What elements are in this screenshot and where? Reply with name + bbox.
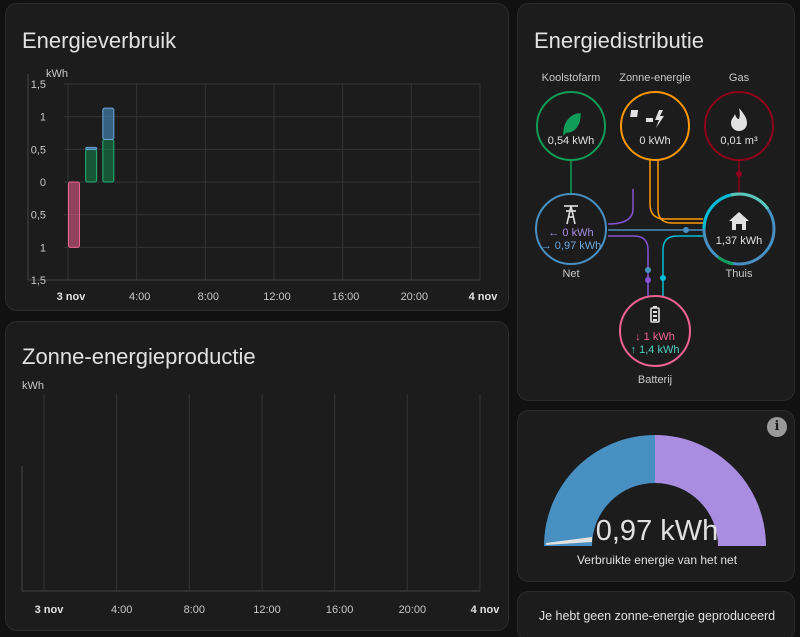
x-tick-label: 12:00 bbox=[263, 291, 291, 303]
node-value-battery-in: ↓ 1 kWh bbox=[635, 331, 675, 343]
leaf-icon bbox=[563, 113, 581, 136]
gauge-arc-return bbox=[655, 435, 766, 546]
consumption-bar[interactable] bbox=[102, 139, 115, 183]
solar-x-tick-label: 12:00 bbox=[253, 604, 281, 616]
energy-distribution-title: Energiedistributie bbox=[534, 28, 704, 53]
consumption-bar[interactable] bbox=[85, 148, 98, 183]
info-icon[interactable]: i bbox=[767, 417, 787, 437]
node-label-gas: Gas bbox=[729, 72, 750, 84]
node-label-grid: Net bbox=[562, 268, 579, 280]
consumption-bar[interactable] bbox=[68, 181, 80, 248]
gauge-label: Verbruikte energie van het net bbox=[576, 553, 738, 567]
node-value-solar: 0 kWh bbox=[639, 135, 670, 147]
y-tick-label: 0,5 bbox=[31, 144, 46, 156]
consumption-bar[interactable] bbox=[85, 146, 98, 150]
gauge-needle bbox=[546, 537, 592, 545]
energy-consumption-card: Energieverbruik kWh 1,5 1 0,5 0 0,5 1 1,5 3 no… bbox=[5, 3, 509, 311]
node-circle-battery[interactable] bbox=[619, 295, 691, 367]
home-ring-solar-segment bbox=[730, 192, 770, 210]
node-label-solar: Zonne-energie bbox=[619, 72, 691, 84]
x-tick-label: 8:00 bbox=[198, 291, 219, 303]
flow-lines bbox=[570, 159, 740, 296]
energy-consumption-chart: kWh 1,5 1 0,5 0 0,5 1 1,5 3 nov 4:00 8:00 12:00 16… bbox=[27, 68, 499, 303]
node-label-home: Thuis bbox=[726, 268, 753, 280]
y-tick-label: 1,5 bbox=[31, 275, 46, 287]
gauge-arc-grid bbox=[544, 435, 655, 546]
consumption-bar[interactable] bbox=[102, 107, 115, 141]
grid-gauge bbox=[544, 435, 766, 546]
energy-distribution-diagram: Koolstofarm 0,54 kWh Zonne-energie 0 kWh… bbox=[535, 72, 776, 386]
energy-distribution-card: Energiedistributie Koolstofarm 0,54 kWh … bbox=[517, 3, 795, 401]
node-circle-solar[interactable] bbox=[620, 91, 690, 161]
solar-x-tick-label: 4:00 bbox=[111, 604, 132, 616]
node-value-grid-out: → 0,97 kWh bbox=[541, 240, 602, 252]
node-value-fossil: 0,54 kWh bbox=[548, 135, 594, 147]
solar-notice-card: Je hebt geen zonne-energie geproduceerd bbox=[517, 591, 795, 637]
flow-dots bbox=[645, 171, 742, 283]
solar-production-card: Zonne-energieproductie kWh 3 nov 4:00 8:00… bbox=[5, 321, 509, 631]
solar-notice-text: Je hebt geen zonne-energie geproduceerd bbox=[538, 609, 776, 623]
fire-icon bbox=[731, 108, 747, 131]
home-icon bbox=[729, 212, 749, 230]
solar-x-tick-label: 4 nov bbox=[471, 604, 501, 616]
home-ring-fossil-segment bbox=[717, 255, 734, 266]
node-value-gas: 0,01 m³ bbox=[720, 135, 758, 147]
y-tick-label: 1 bbox=[40, 242, 46, 254]
node-circle-grid[interactable] bbox=[535, 193, 607, 265]
x-tick-label: 3 nov bbox=[57, 291, 87, 303]
solar-x-tick-label: 3 nov bbox=[35, 604, 65, 616]
x-tick-label: 4:00 bbox=[129, 291, 150, 303]
consumption-unit-label: kWh bbox=[46, 68, 68, 80]
gauge-value: 0,97 kWh bbox=[595, 515, 719, 547]
solar-x-tick-label: 8:00 bbox=[184, 604, 205, 616]
y-tick-label: 1,5 bbox=[31, 79, 46, 91]
solar-x-tick-label: 20:00 bbox=[399, 604, 427, 616]
node-label-battery: Batterij bbox=[638, 374, 672, 386]
node-label-fossil: Koolstofarm bbox=[542, 72, 601, 84]
y-tick-label: 0,5 bbox=[31, 210, 46, 222]
node-value-grid-in: ← 0 kWh bbox=[548, 227, 593, 239]
y-tick-label: 1 bbox=[40, 112, 46, 124]
node-value-home: 1,37 kWh bbox=[716, 235, 762, 247]
grid-gauge-card: i 0,97 kWh Verbruikte energie van het ne… bbox=[517, 410, 795, 582]
solar-power-icon bbox=[630, 110, 664, 128]
solar-x-tick-label: 16:00 bbox=[326, 604, 354, 616]
solar-production-title: Zonne-energieproductie bbox=[22, 344, 256, 369]
x-tick-label: 20:00 bbox=[401, 291, 429, 303]
home-ring-battery-segment bbox=[702, 193, 732, 230]
y-tick-label: 0 bbox=[40, 177, 46, 189]
battery-icon bbox=[650, 306, 660, 323]
node-value-battery-out: ↑ 1,4 kWh bbox=[631, 344, 680, 356]
x-tick-label: 4 nov bbox=[469, 291, 499, 303]
transmission-tower-icon bbox=[564, 205, 578, 225]
x-tick-label: 16:00 bbox=[332, 291, 360, 303]
solar-production-chart: kWh 3 nov 4:00 8:00 12:00 16:00 20:00 4 nov bbox=[21, 380, 501, 616]
solar-unit-label: kWh bbox=[22, 380, 44, 392]
energy-consumption-title: Energieverbruik bbox=[22, 28, 177, 53]
